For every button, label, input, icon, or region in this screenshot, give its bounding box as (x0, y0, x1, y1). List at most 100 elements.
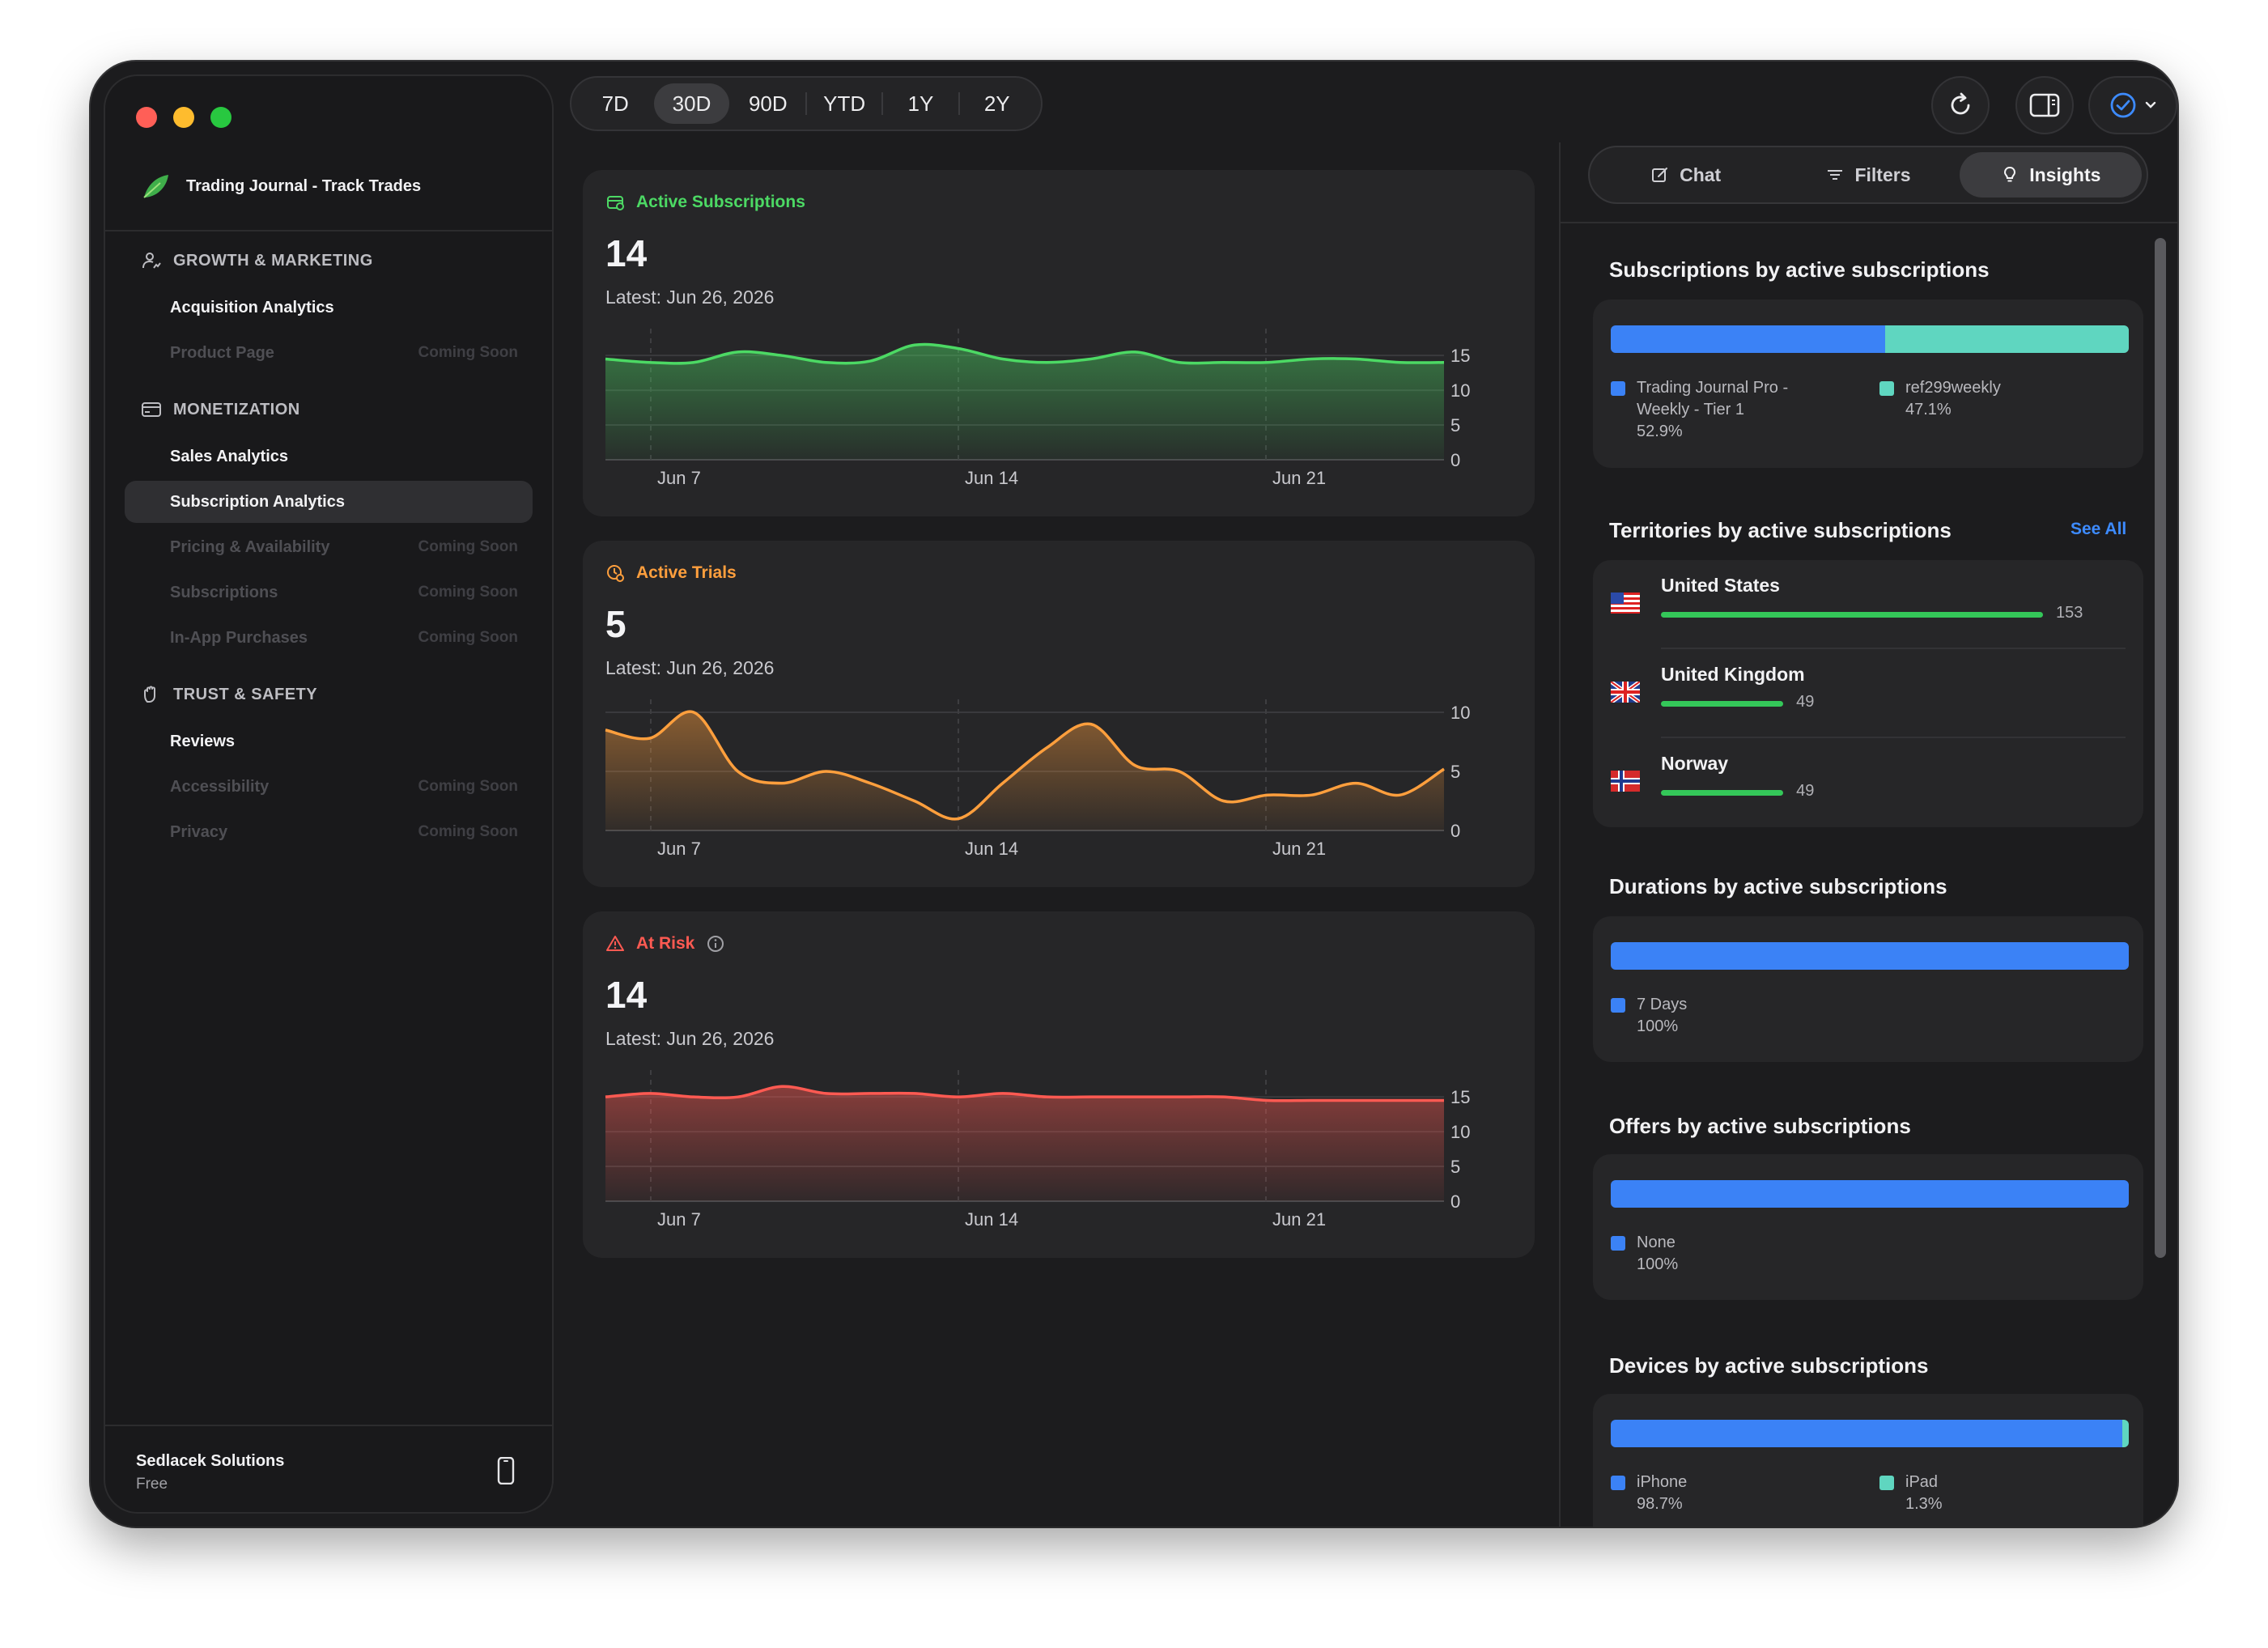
coming-soon-badge: Coming Soon (418, 584, 518, 601)
coming-soon-badge: Coming Soon (418, 344, 518, 361)
sidebar-item-acquisition-analytics[interactable]: Acquisition Analytics (125, 287, 533, 329)
see-all-territories-link[interactable]: See All (2071, 520, 2127, 538)
section-label: GROWTH & MARKETING (173, 251, 373, 270)
bar-segment-ipad[interactable] (2121, 1420, 2129, 1447)
bar-segment-trading-journal-pro-weekly-tier-1[interactable] (1611, 325, 1885, 353)
legend-swatch (1879, 381, 1894, 396)
series-area (605, 344, 1444, 460)
legend-text: iPhone 98.7% (1637, 1472, 1687, 1515)
toggle-inspector-button[interactable] (2015, 76, 2074, 134)
sidebar-item-label: Acquisition Analytics (170, 298, 334, 316)
series-line[interactable] (605, 1085, 1444, 1102)
territory-bar (1661, 701, 1784, 707)
scrollbar-thumb[interactable] (2155, 238, 2166, 1258)
range-option-90d[interactable]: 90D (748, 91, 788, 116)
sidebar-item-reviews[interactable]: Reviews (125, 720, 533, 762)
coming-soon-badge: Coming Soon (418, 823, 518, 840)
y-tick-label: 0 (1450, 821, 1460, 841)
sidebar-item-subscription-analytics[interactable]: Subscription Analytics (125, 481, 533, 523)
app-window: Trading Journal - Track Trades GROWTH & … (91, 62, 2177, 1527)
tab-label: Chat (1680, 164, 1722, 185)
section-header-growth-marketing: GROWTH & MARKETING (125, 238, 533, 283)
territory-bar (1661, 790, 1784, 796)
zoom-window-button[interactable] (210, 107, 231, 128)
inspector-divider (1559, 142, 1561, 1527)
x-tick-label: Jun 7 (657, 468, 701, 488)
segment-separator (958, 92, 960, 115)
inspector-header-divider (1561, 222, 2177, 223)
tab-filters[interactable]: Filters (1777, 152, 1959, 198)
range-option-30d[interactable]: 30D (654, 83, 729, 124)
compose-icon (1652, 168, 1668, 182)
hand-raised-icon (144, 686, 155, 703)
range-option-2y[interactable]: 2Y (983, 91, 1010, 116)
series-area (605, 1086, 1444, 1201)
tab-chat[interactable]: Chat (1595, 152, 1777, 198)
durations-breakdown: 7 Days 100% (1593, 916, 2143, 1062)
territory-name: Norway (1661, 753, 1729, 774)
bar-segment-7-days[interactable] (1611, 942, 2129, 970)
card-active-trials[interactable]: Active Trials 5 Latest: Jun 26, 2026 0 5 10 Ju… (583, 541, 1535, 887)
legend-percent: 52.9% (1637, 423, 1683, 440)
x-tick-label: Jun 14 (965, 468, 1018, 488)
sidebar-item-sales-analytics[interactable]: Sales Analytics (125, 435, 533, 478)
range-option-7d[interactable]: 7D (601, 91, 629, 116)
legend-label: Trading Journal Pro - Weekly - Tier 1 (1637, 379, 1789, 418)
minimize-window-button[interactable] (173, 107, 194, 128)
app-selector[interactable]: Trading Journal - Track Trades (139, 170, 421, 202)
credit-card-icon (142, 402, 161, 417)
legend-text: iPad 1.3% (1905, 1472, 1943, 1515)
range-option-ytd[interactable]: YTD (823, 91, 866, 116)
sidebar-item-pricing-availability: Pricing & Availability Coming Soon (125, 526, 533, 568)
legend-label: 7 Days (1637, 996, 1688, 1013)
coming-soon-badge: Coming Soon (418, 778, 518, 795)
legend-label: None (1637, 1234, 1676, 1251)
legend-text: None 100% (1637, 1232, 1678, 1276)
window-controls (136, 107, 231, 128)
organization-info[interactable]: Sedlacek Solutions Free (136, 1452, 284, 1493)
y-tick-label: 10 (1450, 703, 1470, 723)
info-icon[interactable] (706, 934, 725, 954)
card-title: At Risk (636, 934, 695, 953)
card-latest-date: Latest: Jun 26, 2026 (605, 287, 775, 308)
series-line[interactable] (605, 710, 1445, 821)
legend-item: iPhone 98.7% (1611, 1472, 1854, 1515)
bar-segment-iphone[interactable] (1611, 1420, 2122, 1447)
territory-name: United States (1661, 575, 1780, 596)
territory-row-united-kingdom[interactable]: United Kingdom 49 (1593, 649, 2143, 738)
territory-count: 49 (1796, 693, 1815, 711)
territory-row-united-states[interactable]: United States 153 (1593, 560, 2143, 649)
tab-insights[interactable]: Insights (1959, 152, 2142, 198)
bar-segment-none[interactable] (1611, 1180, 2129, 1208)
x-tick-label: Jun 21 (1272, 468, 1326, 488)
section-label: TRUST & SAFETY (173, 685, 318, 703)
card-latest-date: Latest: Jun 26, 2026 (605, 1028, 775, 1049)
card-active-subscriptions[interactable]: Active Subscriptions 14 Latest: Jun 26, 20… (583, 170, 1535, 516)
sidebar-item-in-app-purchases: In-App Purchases Coming Soon (125, 617, 533, 659)
sidebar: Trading Journal - Track Trades GROWTH & … (104, 74, 554, 1514)
legend-text: ref299weekly 47.1% (1905, 377, 2001, 421)
legend-swatch (1611, 1236, 1625, 1251)
stacked-bar (1611, 1420, 2129, 1447)
stacked-bar (1611, 325, 2129, 353)
sidebar-item-label: Subscription Analytics (170, 492, 345, 511)
phone-icon[interactable] (497, 1457, 515, 1484)
range-option-1y[interactable]: 1Y (907, 91, 934, 116)
y-tick-label: 0 (1450, 1191, 1460, 1212)
y-tick-label: 0 (1450, 450, 1460, 470)
refresh-button[interactable] (1931, 76, 1990, 134)
close-window-button[interactable] (136, 107, 157, 128)
subscription-icon (607, 196, 624, 210)
x-tick-label: Jun 7 (657, 839, 701, 859)
territory-row-norway[interactable]: Norway 49 (1593, 738, 2143, 827)
status-menu-button[interactable] (2088, 76, 2177, 134)
x-tick-label: Jun 7 (657, 1209, 701, 1230)
series-line[interactable] (605, 342, 1445, 365)
stacked-bar (1611, 942, 2129, 970)
organization-name: Sedlacek Solutions (136, 1452, 285, 1470)
inspector-scrollbar[interactable] (2151, 228, 2169, 1527)
bar-segment-ref299weekly[interactable] (1884, 325, 2129, 353)
card-title: Active Trials (636, 563, 737, 582)
sidebar-item-label: Accessibility (170, 777, 270, 796)
card-at-risk[interactable]: At Risk 14 Latest: Jun 26, 2026 0 5 10 15 Jun 7… (583, 911, 1535, 1258)
